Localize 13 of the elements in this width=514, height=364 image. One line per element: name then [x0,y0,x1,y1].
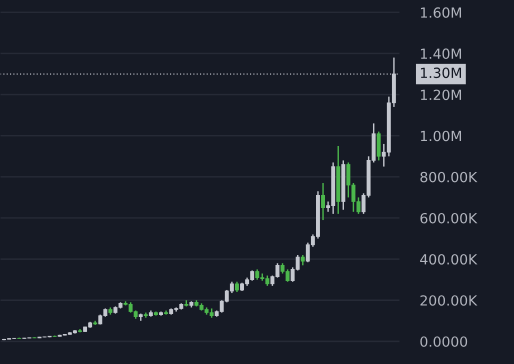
y-tick-label: 1.20M [420,90,461,100]
y-tick-label: 400.00K [420,254,478,265]
y-tick-label: 1.00M [420,130,461,142]
candlestick [321,182,326,221]
candlestick [234,281,239,293]
y-tick-label: 0.0000 [420,336,468,347]
y-tick-label: 1.60M [420,7,461,18]
candlestick [300,254,305,266]
y-tick-label: 200.00K [420,295,478,306]
ref-line-label: 1.30M [420,68,461,78]
y-tick-label: 600.00K [420,212,478,224]
y-tick-label: 1.40M [420,48,461,59]
y-tick-label: 800.00K [420,172,478,182]
